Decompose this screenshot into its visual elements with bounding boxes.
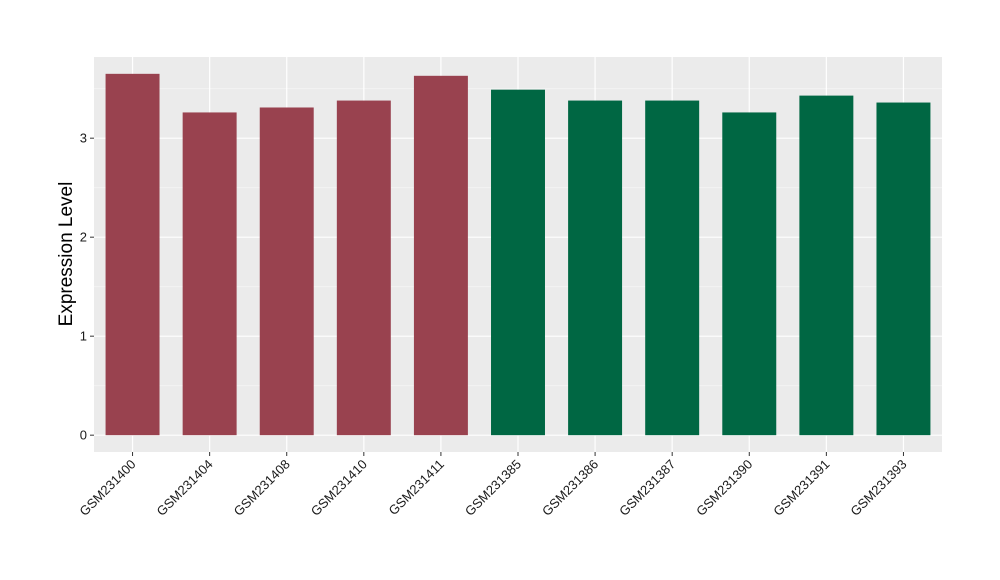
bar — [259, 107, 314, 436]
x-tick-label: GSM231386 — [539, 457, 601, 519]
y-tick-label: 3 — [80, 131, 87, 146]
bar — [876, 102, 931, 436]
x-tick-label: GSM231393 — [847, 457, 909, 519]
bar — [568, 100, 623, 436]
bar — [799, 95, 854, 436]
y-tick-label: 1 — [80, 329, 87, 344]
x-tick-label: GSM231404 — [154, 457, 216, 519]
bars — [105, 73, 931, 436]
x-tick-label: GSM231400 — [76, 457, 138, 519]
x-tick-label: GSM231387 — [616, 457, 678, 519]
x-axis: GSM231400 GSM231404 GSM231408 GSM231410 GSM2… — [76, 452, 910, 519]
bar — [413, 75, 468, 436]
bar — [491, 89, 545, 436]
x-tick-label: GSM231391 — [770, 457, 832, 519]
y-axis-title: Expression Level — [56, 182, 77, 327]
x-tick-label: GSM231411 — [385, 457, 447, 519]
bar — [722, 112, 777, 436]
x-tick-label: GSM231408 — [231, 457, 293, 519]
y-axis: 0 1 2 3 — [80, 131, 94, 443]
y-tick-label: 0 — [80, 428, 87, 443]
x-tick-label: GSM231385 — [462, 457, 524, 519]
bar — [645, 100, 700, 436]
bar — [105, 73, 160, 436]
x-tick-label: GSM231410 — [308, 457, 370, 519]
bar — [336, 100, 391, 436]
x-tick-label: GSM231390 — [693, 457, 755, 519]
y-tick-label: 2 — [80, 230, 87, 245]
bar — [182, 112, 237, 436]
